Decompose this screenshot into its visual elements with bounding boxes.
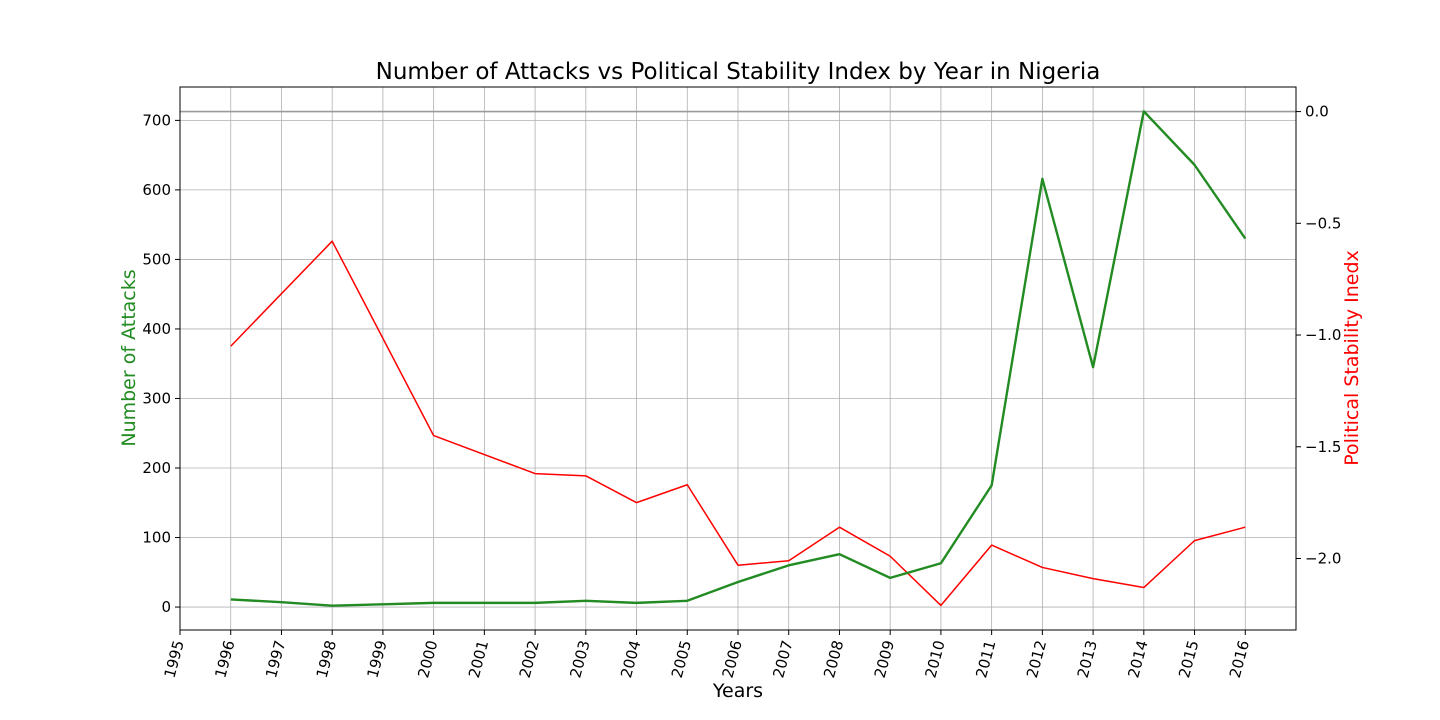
x-tick-label: 2005 [668, 638, 695, 680]
left-y-tick-label: 600 [142, 181, 171, 199]
right-y-axis-label: Political Stability Inedx [1341, 250, 1363, 466]
right-y-tick-label: −2.0 [1305, 549, 1341, 567]
series-lines [230, 110, 1247, 607]
left-y-axis-label: Number of Attacks [118, 269, 140, 446]
right-y-tick-label: −1.0 [1305, 326, 1341, 344]
x-tick-label: 2015 [1175, 638, 1202, 680]
right-y-tick-label: 0.0 [1305, 103, 1329, 121]
x-tick-label: 2009 [871, 638, 898, 680]
grid [179, 87, 1296, 630]
left-y-tick-label: 0 [161, 598, 171, 616]
x-tick-label: 2004 [617, 638, 644, 680]
x-tick-label: 2008 [820, 638, 847, 680]
x-tick-label: 1997 [262, 638, 289, 680]
x-tick-label: 2013 [1074, 638, 1101, 680]
x-tick-label: 1998 [313, 638, 340, 680]
left-y-tick-label: 400 [142, 320, 171, 338]
tick-marks: 1995 1996 1997 1998 1999 2000 2001 2002 2003 2004… [142, 103, 1341, 680]
x-tick-label: 1995 [161, 638, 188, 680]
left-y-tick-label: 300 [142, 389, 171, 407]
left-y-tick-label: 700 [142, 111, 171, 129]
stability-index-line [230, 240, 1246, 607]
x-tick-label: 1999 [364, 638, 391, 680]
x-tick-label: 2003 [566, 638, 593, 680]
x-tick-label: 2000 [414, 638, 441, 680]
x-tick-label: 2016 [1226, 638, 1253, 680]
chart-title: Number of Attacks vs Political Stability… [376, 59, 1101, 85]
left-y-tick-label: 100 [142, 529, 171, 547]
x-tick-label: 2001 [465, 638, 492, 680]
left-y-tick-label: 200 [142, 459, 171, 477]
right-y-tick-label: −1.5 [1305, 438, 1341, 456]
x-axis-label: Years [712, 680, 763, 702]
x-tick-label: 2012 [1023, 638, 1050, 680]
x-tick-label: 2007 [769, 638, 796, 680]
left-y-tick-label: 500 [142, 250, 171, 268]
x-tick-label: 2014 [1124, 638, 1151, 680]
x-tick-label: 2002 [516, 638, 543, 680]
x-tick-label: 2006 [719, 638, 746, 680]
attacks-line [230, 110, 1247, 607]
x-tick-label: 2011 [972, 638, 999, 680]
right-y-tick-label: −0.5 [1305, 214, 1341, 232]
x-tick-label: 2010 [922, 638, 949, 680]
x-tick-label: 1996 [211, 638, 238, 680]
